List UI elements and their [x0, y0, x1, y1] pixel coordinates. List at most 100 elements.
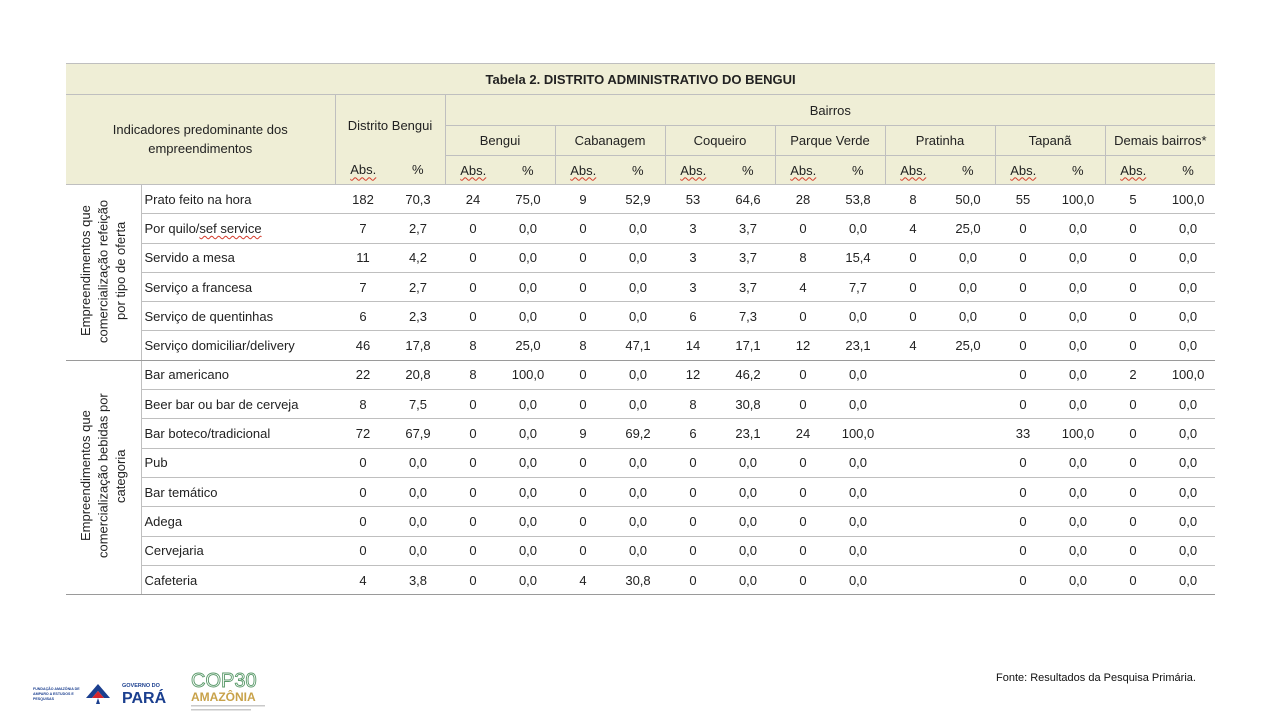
abs-cell: [885, 506, 941, 537]
pct-cell: 0,0: [1161, 536, 1216, 566]
abs-cell: 0: [775, 301, 831, 332]
abs-cell: 6: [665, 418, 721, 449]
para-logo: GOVERNO DO PARÁ: [86, 683, 167, 706]
abs-cell: 0: [775, 565, 831, 596]
abs-cell: 0: [1105, 448, 1161, 478]
abs-cell: 0: [445, 565, 501, 596]
abs-cell: 4: [885, 330, 941, 361]
pct-cell: 20,8: [391, 360, 445, 391]
pct-cell: 0,0: [941, 301, 995, 332]
abs-cell: 0: [665, 477, 721, 508]
pct-header: %: [501, 155, 555, 185]
pct-cell: 0,0: [611, 243, 665, 273]
pct-cell: 4,2: [391, 243, 445, 273]
pct-cell: 0,0: [1051, 330, 1105, 361]
pct-cell: [941, 360, 995, 391]
abs-cell: 0: [775, 389, 831, 420]
abs-cell: 0: [555, 389, 611, 420]
pct-cell: 0,0: [1161, 272, 1216, 303]
abs-cell: 0: [1105, 506, 1161, 537]
abs-cell: 0: [445, 389, 501, 420]
pct-cell: 0,0: [501, 243, 555, 273]
abs-cell: 0: [445, 418, 501, 449]
pct-cell: 100,0: [501, 360, 555, 391]
pct-cell: 0,0: [611, 301, 665, 332]
abs-cell: 0: [995, 243, 1051, 273]
table-row: Servido a mesa 11 4,2 0 0,0 0 0,0 3 3,7 8 15,4 0 0,0…: [66, 243, 1216, 273]
abs-cell: 7: [335, 272, 391, 303]
pct-cell: 100,0: [1051, 184, 1105, 215]
pct-cell: 0,0: [501, 213, 555, 244]
row-label: Pub: [140, 448, 335, 478]
abs-cell: 182: [335, 184, 391, 215]
pct-cell: 0,0: [1161, 565, 1216, 596]
pct-cell: 0,0: [1051, 272, 1105, 303]
group-label: Empreendimentos que comercialização refe…: [66, 184, 141, 361]
abs-cell: 0: [1105, 330, 1161, 361]
pct-cell: [941, 477, 995, 508]
table-row: Bar boteco/tradicional 72 67,9 0 0,0 9 69,2 6 23…: [66, 418, 1216, 449]
table-row: Empreendimentos que comercialização bebi…: [66, 360, 1216, 596]
pct-cell: [941, 418, 995, 449]
table-row: Empreendimentos que comercialização refe…: [66, 184, 1216, 361]
pct-cell: 100,0: [1161, 360, 1216, 391]
abs-header: Abs.: [774, 155, 831, 185]
pct-cell: 0,0: [501, 477, 555, 508]
pct-cell: 23,1: [831, 330, 885, 361]
abs-cell: 0: [665, 448, 721, 478]
pct-cell: 0,0: [611, 448, 665, 478]
pct-cell: 3,7: [721, 272, 775, 303]
abs-cell: 0: [1105, 213, 1161, 244]
abs-cell: 8: [665, 389, 721, 420]
pct-cell: 0,0: [1161, 330, 1216, 361]
abs-cell: 3: [665, 213, 721, 244]
abs-cell: [885, 448, 941, 478]
pct-cell: 0,0: [501, 565, 555, 596]
row-label: Serviço domiciliar/delivery: [140, 330, 335, 361]
pct-cell: 3,8: [391, 565, 445, 596]
pct-cell: 0,0: [1051, 360, 1105, 391]
abs-cell: 0: [445, 272, 501, 303]
pct-cell: 0,0: [831, 536, 885, 566]
pct-cell: 53,8: [831, 184, 885, 215]
abs-cell: 8: [335, 389, 391, 420]
data-table: Tabela 2. DISTRITO ADMINISTRATIVO DO BEN…: [66, 63, 1216, 596]
pct-cell: 0,0: [831, 506, 885, 537]
pct-cell: 7,7: [831, 272, 885, 303]
pct-cell: 25,0: [941, 213, 995, 244]
pct-cell: 2,7: [391, 272, 445, 303]
abs-header: Abs.: [994, 155, 1051, 185]
pct-cell: 0,0: [1161, 506, 1216, 537]
pct-cell: 69,2: [611, 418, 665, 449]
pct-cell: 0,0: [1051, 389, 1105, 420]
abs-cell: 8: [555, 330, 611, 361]
group-label: Empreendimentos que comercialização bebi…: [66, 360, 141, 596]
abs-cell: 0: [995, 330, 1051, 361]
table-title: Tabela 2. DISTRITO ADMINISTRATIVO DO BEN…: [66, 63, 1216, 95]
pct-cell: 0,0: [831, 565, 885, 596]
abs-cell: [885, 418, 941, 449]
abs-cell: 0: [995, 301, 1051, 332]
abs-cell: 6: [665, 301, 721, 332]
abs-cell: 0: [665, 536, 721, 566]
abs-cell: 11: [335, 243, 391, 273]
abs-cell: 0: [555, 301, 611, 332]
bairro-header: Coqueiro: [664, 125, 775, 156]
pct-cell: 0,0: [1051, 448, 1105, 478]
pct-cell: 64,6: [721, 184, 775, 215]
abs-cell: 0: [555, 506, 611, 537]
bairro-header: Bengui: [444, 125, 555, 156]
pct-cell: 0,0: [721, 448, 775, 478]
abs-cell: 0: [1105, 301, 1161, 332]
abs-cell: 0: [555, 448, 611, 478]
abs-cell: 7: [335, 213, 391, 244]
pct-header: %: [391, 155, 445, 185]
pct-header: %: [1051, 155, 1105, 185]
abs-cell: 53: [665, 184, 721, 215]
abs-cell: 0: [775, 448, 831, 478]
pct-cell: 25,0: [501, 330, 555, 361]
table-row: Bar temático 0 0,0 0 0,0 0 0,0 0 0,0 0 0,0 0 0,0 0 0,0: [66, 477, 1216, 508]
pct-cell: 0,0: [831, 448, 885, 478]
abs-cell: 8: [445, 330, 501, 361]
pct-cell: [941, 506, 995, 537]
